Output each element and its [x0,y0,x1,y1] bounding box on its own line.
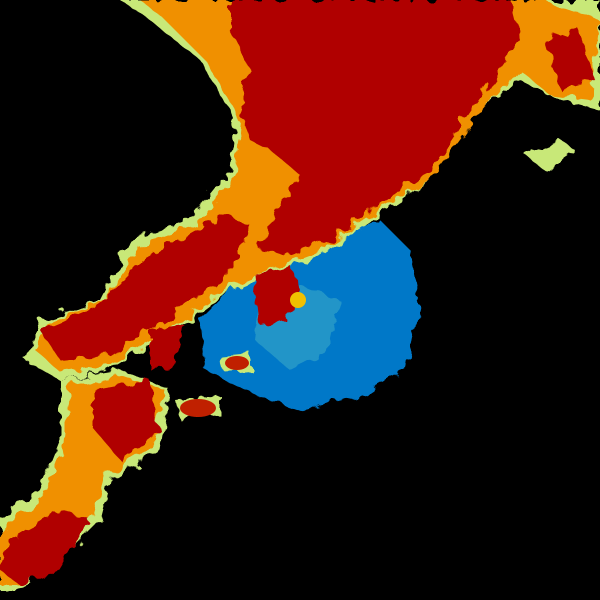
isolated-cells [180,292,306,417]
heavy-precip-region [0,0,595,585]
